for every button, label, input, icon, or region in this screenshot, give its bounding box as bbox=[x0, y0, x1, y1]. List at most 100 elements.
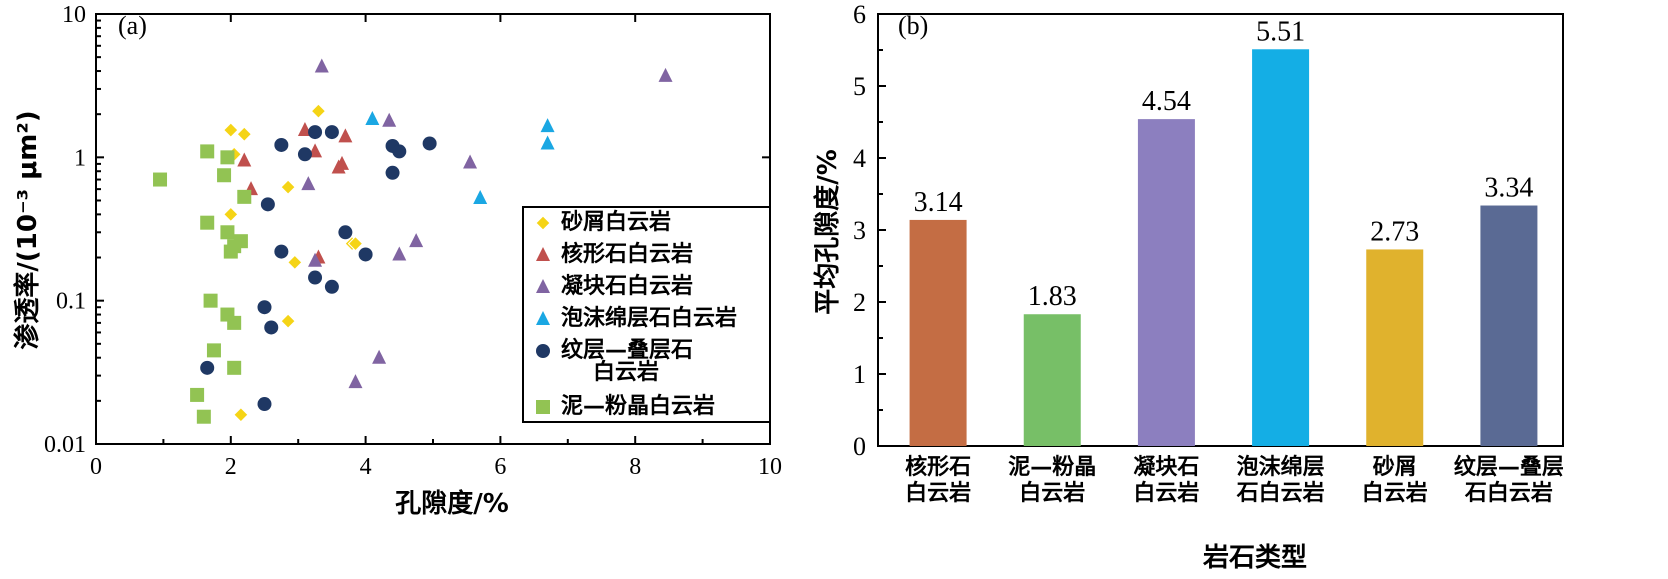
scatter-point-series-1 bbox=[237, 152, 252, 167]
scatter-x-tick-label: 0 bbox=[90, 454, 102, 480]
bar-y-tick-label: 2 bbox=[853, 288, 866, 317]
bar-category-label-1: 泥—粉晶白云岩 bbox=[1008, 455, 1096, 506]
legend-entry-series-3: 泡沫绵层石白云岩 bbox=[561, 305, 737, 331]
scatter-point-series-4 bbox=[257, 300, 272, 315]
bar-y-tick-label: 3 bbox=[853, 216, 866, 245]
scatter-point-series-2 bbox=[382, 112, 397, 127]
scatter-y-tick-label: 0.1 bbox=[56, 289, 86, 315]
scatter-point-series-4 bbox=[260, 197, 275, 212]
bar-5 bbox=[1480, 205, 1538, 446]
bar-y-tick-label: 5 bbox=[853, 72, 866, 101]
scatter-y-tick-label: 0.01 bbox=[44, 432, 86, 458]
scatter-y-tick-label: 1 bbox=[74, 145, 86, 171]
scatter-y-tick-label: 10 bbox=[62, 2, 86, 28]
scatter-point-series-5 bbox=[206, 343, 221, 358]
bar-value-label-0: 3.14 bbox=[914, 187, 963, 218]
scatter-point-series-4 bbox=[200, 360, 215, 375]
scatter-point-series-0 bbox=[280, 179, 296, 195]
bar-y-tick-label: 0 bbox=[853, 432, 866, 461]
scatter-panel: (a) 0 2 4 6 8 10 0.01 0.1 1 10 孔隙度/% 渗透率/(10⁻³ μm… bbox=[12, 2, 782, 519]
scatter-point-series-1 bbox=[331, 159, 346, 174]
bar-0 bbox=[909, 219, 967, 446]
legend-marker-series-4 bbox=[536, 344, 550, 358]
bar-value-label-5: 3.34 bbox=[1484, 173, 1533, 204]
bar-series: 3.14 1.83 4.54 5.51 2.73 3.34 bbox=[909, 16, 1538, 447]
scatter-point-series-0 bbox=[310, 103, 327, 119]
scatter-point-series-2 bbox=[409, 233, 424, 248]
bar-category-label-5: 纹层—叠层石白云岩 bbox=[1454, 454, 1564, 506]
scatter-point-series-3 bbox=[540, 118, 555, 133]
scatter-x-tick-label: 10 bbox=[758, 454, 782, 480]
legend-entry-series-4: 纹层—叠层石白云岩 bbox=[561, 337, 693, 385]
scatter-point-series-2 bbox=[392, 246, 407, 261]
scatter-axes: 0 2 4 6 8 10 0.01 0.1 1 10 bbox=[44, 2, 782, 480]
bar-category-labels: 核形石白云岩泥—粉晶白云岩凝块石白云岩泡沫绵层石白云岩砂屑白云岩纹层—叠层石白云… bbox=[905, 454, 1564, 506]
scatter-point-series-5 bbox=[227, 315, 242, 330]
scatter-point-series-0 bbox=[233, 407, 249, 423]
legend-marker-series-3 bbox=[536, 311, 550, 325]
scatter-point-series-2 bbox=[463, 154, 478, 169]
scatter-point-series-4 bbox=[324, 125, 339, 140]
scatter-point-series-2 bbox=[308, 252, 323, 267]
panel-b-label: (b) bbox=[898, 11, 928, 40]
scatter-point-series-2 bbox=[301, 176, 316, 191]
scatter-point-series-1 bbox=[338, 128, 353, 143]
scatter-point-series-5 bbox=[237, 189, 252, 204]
scatter-point-series-0 bbox=[223, 206, 239, 223]
panel-a-label: (a) bbox=[118, 11, 147, 40]
scatter-point-series-5 bbox=[200, 215, 215, 230]
bar-category-label-4: 砂屑白云岩 bbox=[1362, 454, 1428, 506]
bar-3 bbox=[1252, 49, 1310, 446]
scatter-point-series-4 bbox=[297, 147, 312, 162]
scatter-x-tick-label: 4 bbox=[360, 454, 372, 480]
scatter-point-series-4 bbox=[308, 125, 323, 140]
scatter-point-series-0 bbox=[347, 235, 364, 252]
bar-y-axis-label: 平均孔隙度/% bbox=[812, 149, 843, 315]
scatter-point-series-2 bbox=[348, 374, 363, 389]
scatter-point-series-5 bbox=[227, 360, 242, 375]
scatter-point-series-5 bbox=[223, 244, 238, 259]
scatter-x-tick-label: 2 bbox=[225, 454, 237, 480]
bar-2 bbox=[1137, 119, 1195, 447]
scatter-point-series-5 bbox=[153, 172, 168, 187]
legend-marker-series-1 bbox=[536, 247, 550, 261]
bar-panel: (b) 0 1 2 3 4 5 6 3.14 1.83 4.54 5.51 2.73 3.34 核形石… bbox=[812, 0, 1564, 573]
legend-entry-series-5: 泥—粉晶白云岩 bbox=[561, 393, 715, 419]
scatter-point-series-0 bbox=[223, 122, 239, 138]
scatter-point-series-4 bbox=[257, 397, 272, 412]
scatter-point-series-0 bbox=[287, 254, 303, 271]
scatter-point-series-4 bbox=[422, 136, 437, 151]
scatter-x-tick-label: 8 bbox=[629, 454, 641, 480]
scatter-point-series-0 bbox=[236, 126, 252, 142]
bar-category-label-0: 核形石白云岩 bbox=[905, 454, 971, 506]
scatter-point-series-5 bbox=[190, 387, 205, 402]
scatter-point-series-5 bbox=[203, 293, 218, 308]
scatter-point-series-3 bbox=[540, 135, 555, 150]
bar-value-label-4: 2.73 bbox=[1370, 216, 1419, 247]
scatter-point-series-5 bbox=[220, 225, 235, 240]
bar-value-label-1: 1.83 bbox=[1028, 281, 1077, 312]
scatter-point-series-4 bbox=[338, 225, 353, 240]
bar-1 bbox=[1023, 314, 1081, 446]
legend-entry-series-0: 砂屑白云岩 bbox=[561, 209, 671, 235]
bar-value-label-2: 4.54 bbox=[1142, 86, 1191, 117]
scatter-point-series-2 bbox=[314, 58, 329, 73]
scatter-legend-box bbox=[522, 206, 771, 423]
bar-value-label-3: 5.51 bbox=[1256, 16, 1305, 47]
bar-plot-frame bbox=[877, 13, 1564, 447]
bar-y-tick-label: 6 bbox=[853, 0, 866, 29]
scatter-point-series-4 bbox=[385, 165, 400, 180]
scatter-point-series-5 bbox=[200, 144, 215, 159]
scatter-point-series-3 bbox=[365, 111, 380, 126]
scatter-x-axis-label: 孔隙度/% bbox=[395, 488, 509, 519]
legend-marker-series-0 bbox=[535, 215, 551, 231]
legend-entry-series-2: 凝块石白云岩 bbox=[561, 273, 693, 299]
scatter-point-series-5 bbox=[196, 409, 211, 424]
scatter-point-series-4 bbox=[392, 144, 407, 159]
scatter-legend: 砂屑白云岩核形石白云岩凝块石白云岩泡沫绵层石白云岩纹层—叠层石白云岩泥—粉晶白云… bbox=[522, 206, 771, 423]
bar-y-tick-label: 1 bbox=[853, 360, 866, 389]
bar-x-axis-label: 岩石类型 bbox=[1202, 543, 1307, 573]
scatter-point-series-0 bbox=[280, 313, 296, 329]
scatter-point-series-4 bbox=[274, 244, 289, 259]
